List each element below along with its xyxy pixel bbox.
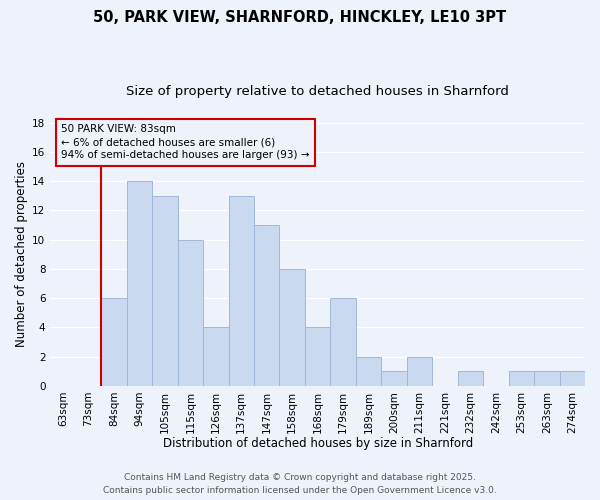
Bar [305, 328, 331, 386]
Y-axis label: Number of detached properties: Number of detached properties [15, 162, 28, 348]
Bar [560, 371, 585, 386]
Bar [101, 298, 127, 386]
Bar [458, 371, 483, 386]
Bar [229, 196, 254, 386]
Bar [127, 181, 152, 386]
X-axis label: Distribution of detached houses by size in Sharnford: Distribution of detached houses by size … [163, 437, 473, 450]
Bar [254, 225, 280, 386]
Title: Size of property relative to detached houses in Sharnford: Size of property relative to detached ho… [126, 85, 509, 98]
Bar [331, 298, 356, 386]
Bar [178, 240, 203, 386]
Bar [534, 371, 560, 386]
Text: 50, PARK VIEW, SHARNFORD, HINCKLEY, LE10 3PT: 50, PARK VIEW, SHARNFORD, HINCKLEY, LE10… [94, 10, 506, 25]
Bar [356, 356, 381, 386]
Text: Contains HM Land Registry data © Crown copyright and database right 2025.
Contai: Contains HM Land Registry data © Crown c… [103, 474, 497, 495]
Bar [280, 269, 305, 386]
Bar [407, 356, 432, 386]
Bar [203, 328, 229, 386]
Bar [381, 371, 407, 386]
Bar [152, 196, 178, 386]
Text: 50 PARK VIEW: 83sqm
← 6% of detached houses are smaller (6)
94% of semi-detached: 50 PARK VIEW: 83sqm ← 6% of detached hou… [61, 124, 310, 160]
Bar [509, 371, 534, 386]
